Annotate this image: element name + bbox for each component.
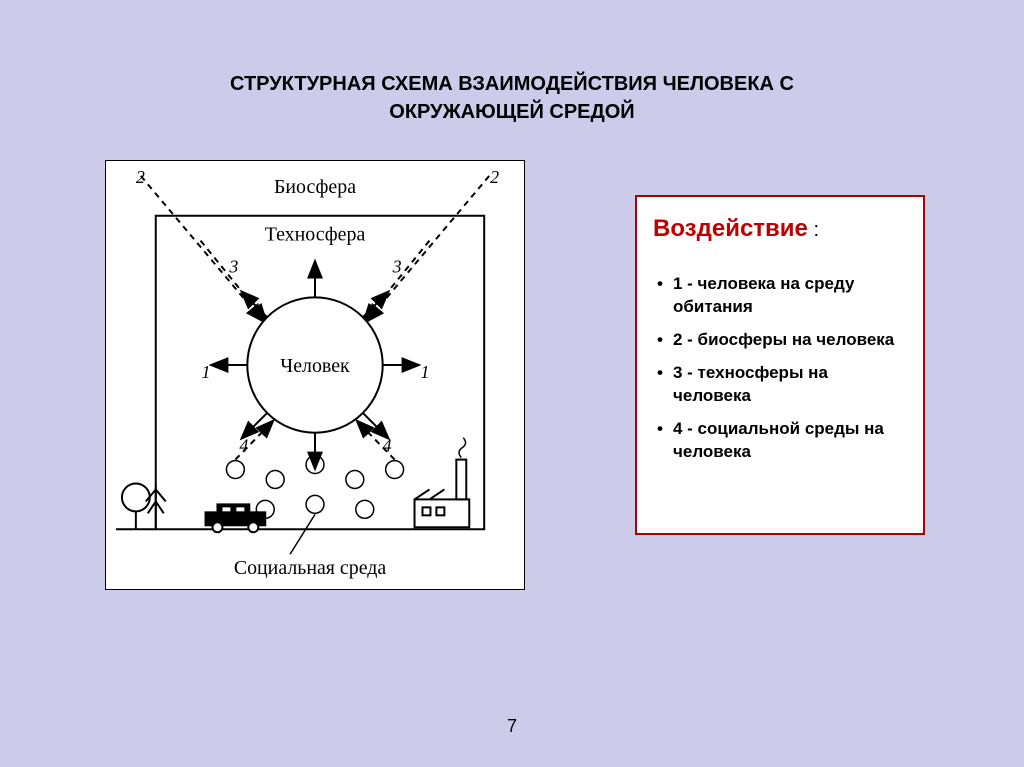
legend-item: 4 - социальной среды на человека [653,418,907,464]
legend-title-text: Воздействие [653,215,808,242]
label-1-left: 1 [202,362,211,382]
label-4-left: 4 [239,436,248,456]
label-technosphere: Техносфера [265,224,366,246]
legend-colon: : [808,219,819,241]
social-pointer-line [290,514,315,554]
label-biosphere: Биосфера [274,176,356,198]
legend-item: 1 - человека на среду обитания [653,273,907,319]
diagram-container: Биосфера Техносфера Человек Социальная с… [105,160,525,590]
slide-title: СТРУКТУРНАЯ СХЕМА ВЗАИМОДЕЙСТВИЯ ЧЕЛОВЕК… [0,70,1024,126]
label-1-right: 1 [420,362,429,382]
label-2-left: 2 [136,167,145,187]
label-3-left: 3 [228,256,238,276]
legend-box: Воздействие : 1 - человека на среду обит… [635,195,925,535]
label-3-right: 3 [392,256,402,276]
label-social: Социальная среда [234,557,387,579]
page-number: 7 [0,716,1024,737]
legend-item: 3 - техносферы на человека [653,362,907,408]
label-2-right: 2 [490,167,499,187]
factory-icon [415,438,470,528]
title-line-2: ОКРУЖАЮЩЕЙ СРЕДОЙ [389,101,634,123]
title-line-1: СТРУКТУРНАЯ СХЕМА ВЗАИМОДЕЙСТВИЯ ЧЕЛОВЕК… [230,73,794,95]
label-human: Человек [280,355,350,377]
legend-list: 1 - человека на среду обитания 2 - биосф… [653,273,907,464]
tree-icon [122,483,166,529]
legend-item: 2 - биосферы на человека [653,329,907,352]
label-4-right: 4 [383,436,392,456]
legend-title: Воздействие : [653,215,907,243]
diagram-svg: Биосфера Техносфера Человек Социальная с… [106,161,524,589]
